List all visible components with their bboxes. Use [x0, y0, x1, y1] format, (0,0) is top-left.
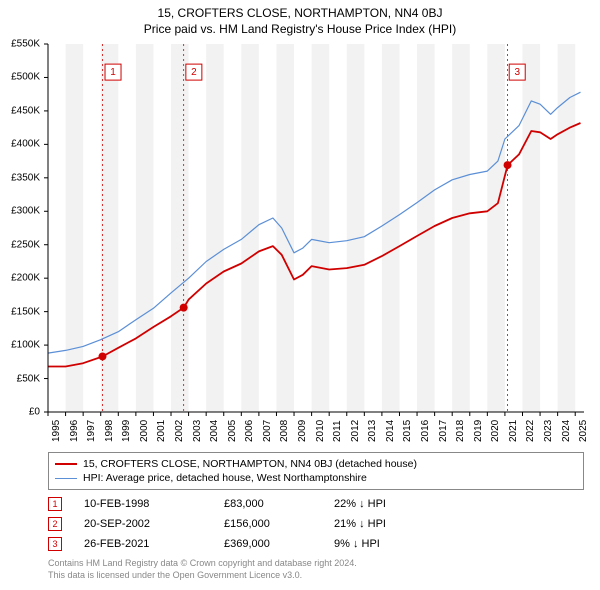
x-tick-label: 1997 [86, 420, 97, 442]
transaction-row: 1 10-FEB-1998£83,00022% ↓ HPI [48, 494, 584, 514]
x-tick-label: 2022 [525, 420, 536, 442]
x-tick-label: 2005 [227, 420, 238, 442]
y-tick-label: £550K [11, 39, 40, 50]
attribution: Contains HM Land Registry data © Crown c… [48, 558, 584, 581]
x-tick-label: 1995 [51, 420, 62, 442]
x-tick-label: 2025 [578, 420, 589, 442]
transaction-row: 2 20-SEP-2002£156,00021% ↓ HPI [48, 514, 584, 534]
x-tick-label: 2010 [315, 420, 326, 442]
x-tick-label: 2000 [139, 420, 150, 442]
x-tick-label: 2017 [438, 420, 449, 442]
transaction-badge: 3 [48, 537, 62, 551]
legend-swatch-property [55, 463, 77, 465]
legend-label-hpi: HPI: Average price, detached house, West… [83, 472, 367, 484]
legend-swatch-hpi [55, 478, 77, 479]
y-tick-label: £150K [11, 306, 40, 317]
attribution-line1: Contains HM Land Registry data © Crown c… [48, 558, 584, 570]
x-tick-label: 2004 [209, 420, 220, 442]
transaction-delta: 9% ↓ HPI [334, 538, 584, 550]
x-tick-label: 2018 [455, 420, 466, 442]
x-tick-label: 2001 [156, 420, 167, 442]
svg-text:1: 1 [110, 67, 116, 78]
transaction-date: 26-FEB-2021 [84, 538, 224, 550]
transaction-price: £369,000 [224, 538, 334, 550]
y-tick-label: £100K [11, 340, 40, 351]
x-tick-label: 2007 [262, 420, 273, 442]
transaction-date: 20-SEP-2002 [84, 518, 224, 530]
y-tick-label: £400K [11, 139, 40, 150]
x-tick-label: 2008 [279, 420, 290, 442]
transaction-badge: 2 [48, 517, 62, 531]
svg-text:2: 2 [191, 67, 197, 78]
x-tick-label: 1996 [69, 420, 80, 442]
x-tick-label: 2015 [402, 420, 413, 442]
x-tick-label: 2014 [385, 420, 396, 442]
chart-subtitle: Price paid vs. HM Land Registry's House … [0, 22, 600, 36]
transactions-table: 1 10-FEB-1998£83,00022% ↓ HPI 2 20-SEP-2002… [48, 494, 584, 554]
transaction-price: £156,000 [224, 518, 334, 530]
x-tick-label: 1998 [104, 420, 115, 442]
x-tick-label: 2020 [490, 420, 501, 442]
x-tick-label: 2021 [508, 420, 519, 442]
x-tick-label: 2019 [473, 420, 484, 442]
transaction-delta: 21% ↓ HPI [334, 518, 584, 530]
legend: 15, CROFTERS CLOSE, NORTHAMPTON, NN4 0BJ… [48, 452, 584, 490]
x-tick-label: 2016 [420, 420, 431, 442]
transaction-badge: 1 [48, 497, 62, 511]
y-tick-label: £200K [11, 273, 40, 284]
y-tick-label: £350K [11, 172, 40, 183]
plot-area: 1 2 3 [48, 44, 584, 412]
transaction-date: 10-FEB-1998 [84, 498, 224, 510]
y-tick-label: £450K [11, 105, 40, 116]
x-tick-label: 2011 [332, 420, 343, 442]
x-tick-label: 2013 [367, 420, 378, 442]
x-tick-label: 2009 [297, 420, 308, 442]
legend-label-property: 15, CROFTERS CLOSE, NORTHAMPTON, NN4 0BJ… [83, 458, 417, 470]
x-tick-label: 2023 [543, 420, 554, 442]
x-tick-label: 2012 [350, 420, 361, 442]
x-tick-label: 2003 [192, 420, 203, 442]
y-tick-label: £300K [11, 206, 40, 217]
attribution-line2: This data is licensed under the Open Gov… [48, 570, 584, 582]
x-tick-label: 2002 [174, 420, 185, 442]
transaction-row: 3 26-FEB-2021£369,0009% ↓ HPI [48, 534, 584, 554]
chart-container: 15, CROFTERS CLOSE, NORTHAMPTON, NN4 0BJ… [0, 0, 600, 590]
legend-item-property: 15, CROFTERS CLOSE, NORTHAMPTON, NN4 0BJ… [55, 457, 577, 471]
transaction-delta: 22% ↓ HPI [334, 498, 584, 510]
legend-item-hpi: HPI: Average price, detached house, West… [55, 471, 577, 485]
chart-title-address: 15, CROFTERS CLOSE, NORTHAMPTON, NN4 0BJ [0, 6, 600, 20]
x-axis-labels: 1995 1996 1997 1998 1999 2000 2001 2002 2003 2004… [48, 414, 584, 450]
y-tick-label: £250K [11, 239, 40, 250]
y-axis-labels: £0£50K£100K£150K£200K£250K£300K£350K£400… [0, 44, 44, 412]
transaction-price: £83,000 [224, 498, 334, 510]
svg-text:3: 3 [514, 67, 520, 78]
chart-svg: 1 2 3 [48, 44, 584, 412]
y-tick-label: £500K [11, 72, 40, 83]
y-tick-label: £0 [29, 407, 40, 418]
title-block: 15, CROFTERS CLOSE, NORTHAMPTON, NN4 0BJ… [0, 0, 600, 36]
y-tick-label: £50K [17, 373, 40, 384]
x-tick-label: 2024 [561, 420, 572, 442]
x-tick-label: 1999 [121, 420, 132, 442]
x-tick-label: 2006 [244, 420, 255, 442]
